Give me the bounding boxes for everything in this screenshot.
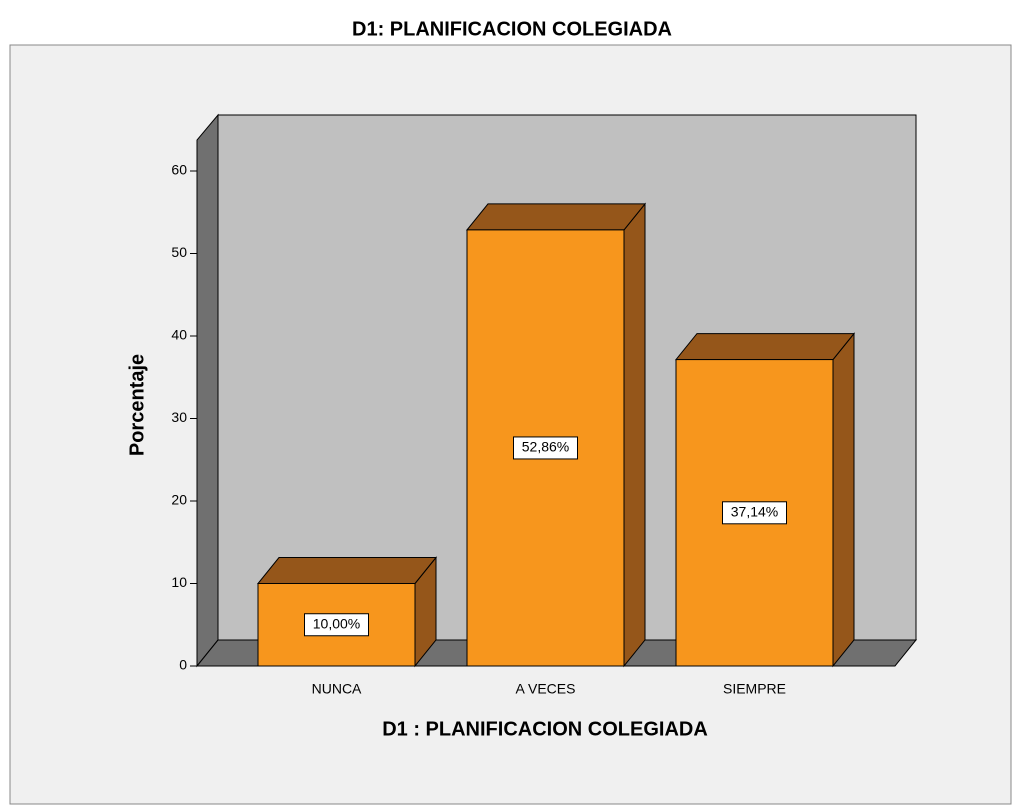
x-axis-label: D1 : PLANIFICACION COLEGIADA [382, 718, 708, 740]
x-tick-label: NUNCA [312, 681, 362, 697]
bar-top [674, 333, 856, 361]
value-label: 37,14% [731, 504, 778, 520]
y-tick-label: 50 [171, 244, 187, 260]
y-tick-label: 10 [171, 574, 187, 590]
y-tick-label: 30 [171, 409, 187, 425]
y-tick-label: 20 [171, 492, 187, 508]
value-label-box [304, 613, 369, 637]
value-label-box [513, 436, 578, 460]
y-axis-label: Porcentaje [126, 354, 148, 456]
y-tick-label: 40 [171, 327, 187, 343]
bar-side [832, 332, 855, 668]
bar-top [465, 203, 647, 231]
x-tick-label: SIEMPRE [723, 681, 786, 697]
bar-top [256, 557, 438, 584]
value-label: 52,86% [522, 439, 569, 455]
bar-side [623, 202, 646, 668]
side-wall [196, 113, 219, 668]
chart-title: D1: PLANIFICACION COLEGIADA [352, 18, 672, 40]
value-label: 10,00% [313, 615, 360, 631]
value-label-box [722, 501, 787, 525]
y-tick-label: 60 [171, 162, 187, 178]
y-tick-label: 0 [179, 657, 187, 673]
x-tick-label: A VECES [516, 681, 576, 697]
